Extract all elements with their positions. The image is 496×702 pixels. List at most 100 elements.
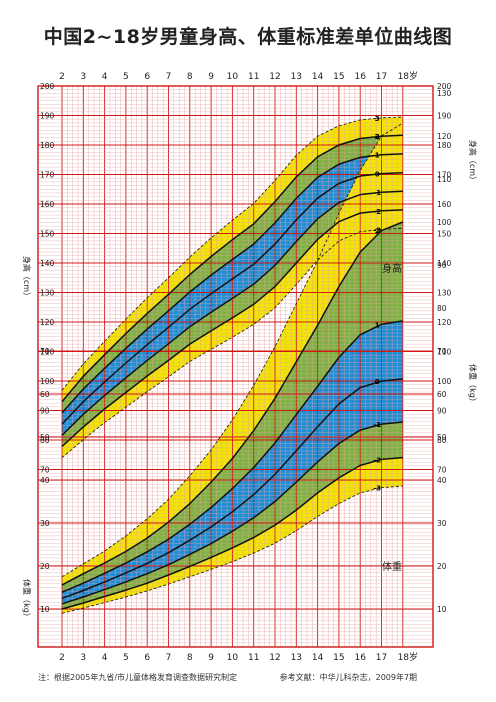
footnote-note: 注：根据2005年九省/市儿童体格发育调查数据研究制定	[38, 673, 238, 682]
weight-curve-sd--1	[61, 421, 403, 605]
age-tick-top: 16	[354, 72, 366, 82]
height-tick-left: 160	[40, 200, 55, 209]
height-tick-right: 200	[437, 82, 452, 91]
height-tick-right: 170	[437, 171, 452, 180]
weight-tick-left: 50	[40, 433, 50, 442]
age-tick-top: 11	[248, 72, 259, 82]
height-tick-left: 180	[40, 141, 55, 150]
weight-tick-right: 60	[437, 390, 447, 399]
age-tick-bottom: 12	[269, 653, 280, 663]
height-tick-right: 140	[437, 259, 452, 268]
height-curves-label: 身高	[382, 262, 402, 275]
age-tick-bottom: 16	[354, 653, 366, 663]
chart-title: 中国2~18岁男童身高、体重标准差单位曲线图	[43, 26, 453, 48]
weight-sd-label: 1	[375, 321, 380, 329]
weight-tick-right: 120	[437, 132, 452, 141]
height-tick-right: 130	[437, 289, 452, 298]
weight-sd-label: -3	[373, 485, 381, 493]
weight-tick-right: 70	[437, 347, 447, 356]
age-tick-bottom: 10	[227, 653, 239, 663]
weight-curve-sd--3	[61, 485, 403, 614]
weight-tick-left: 70	[40, 347, 50, 356]
axis-labels: 2233445566778899101011111212131314141515…	[22, 70, 478, 663]
weight-tick-right: 30	[437, 519, 447, 528]
age-tick-top: 14	[312, 72, 324, 82]
age-tick-top: 13	[291, 72, 302, 82]
weight-tick-left: 20	[40, 562, 50, 571]
height-curve-sd--2	[61, 209, 403, 448]
height-tick-left: 100	[40, 377, 55, 386]
age-tick-top: 15	[333, 72, 344, 82]
height-tick-right: 90	[437, 407, 447, 416]
age-tick-bottom: 8	[187, 653, 193, 663]
weight-curve-sd--2	[61, 456, 403, 610]
weight-tick-right: 100	[437, 218, 452, 227]
height-tick-right: 120	[437, 318, 452, 327]
height-tick-right: 160	[437, 200, 452, 209]
footnote: 注：根据2005年九省/市儿童体格发育调查数据研究制定 参考文献：中华儿科杂志，…	[38, 672, 417, 683]
chart-grid	[37, 85, 434, 648]
age-tick-top: 10	[227, 72, 239, 82]
height-tick-right: 100	[437, 377, 452, 386]
age-tick-bottom: 18岁	[398, 651, 418, 663]
age-tick-top: 6	[144, 72, 150, 82]
age-tick-bottom: 5	[123, 653, 129, 663]
age-tick-top: 17	[376, 72, 387, 82]
age-tick-top: 12	[269, 72, 280, 82]
weight-sd-label: 0	[375, 378, 380, 386]
height-tick-right: 180	[437, 141, 452, 150]
weight-sd-label: -1	[373, 421, 381, 429]
weight-tick-right: 80	[437, 304, 447, 313]
age-tick-top: 8	[187, 72, 193, 82]
weight-band-0	[62, 123, 403, 585]
weight-tick-right: 90	[437, 261, 447, 270]
weight-tick-left: 40	[40, 476, 50, 485]
height-sd-label: 3	[375, 115, 380, 123]
age-tick-bottom: 11	[248, 653, 259, 663]
weight-tick-left: 30	[40, 519, 50, 528]
height-sd-label: 2	[375, 133, 380, 141]
age-tick-bottom: 2	[59, 653, 65, 663]
weight-tick-right: 50	[437, 433, 447, 442]
height-tick-left: 120	[40, 318, 55, 327]
height-tick-left: 190	[40, 112, 55, 121]
height-tick-right: 70	[437, 466, 447, 475]
height-tick-left: 130	[40, 289, 55, 298]
height-tick-left: 150	[40, 230, 55, 239]
height-sd-label: -1	[373, 189, 381, 197]
right-weight-axis-label: 体重（kg）	[468, 364, 478, 406]
age-tick-bottom: 17	[376, 653, 387, 663]
age-tick-top: 5	[123, 72, 129, 82]
weight-curve-sd-3	[61, 122, 404, 578]
left-height-axis-label: 身高（cm）	[22, 256, 32, 300]
weight-curve-sd-1	[61, 320, 403, 593]
height-tick-left: 70	[40, 466, 50, 475]
age-tick-bottom: 6	[144, 653, 150, 663]
height-tick-right: 150	[437, 230, 452, 239]
weight-tick-left: 60	[40, 390, 50, 399]
age-tick-bottom: 9	[208, 653, 214, 663]
weight-sd-label: -2	[373, 456, 381, 464]
height-tick-right: 190	[437, 112, 452, 121]
age-tick-bottom: 14	[312, 653, 324, 663]
weight-tick-right: 20	[437, 562, 447, 571]
age-tick-bottom: 3	[80, 653, 86, 663]
height-sd-label: 1	[375, 152, 380, 160]
height-sd-label: -2	[373, 208, 381, 216]
weight-sd-label: 3	[375, 133, 380, 141]
age-tick-top: 18岁	[398, 70, 418, 82]
age-tick-bottom: 15	[333, 653, 344, 663]
right-height-axis-label: 身高（cm）	[468, 140, 478, 184]
age-tick-top: 7	[166, 72, 172, 82]
height-tick-left: 140	[40, 259, 55, 268]
height-tick-right: 80	[437, 436, 447, 445]
weight-curve-sd-2	[61, 221, 404, 586]
age-tick-top: 4	[102, 72, 108, 82]
weight-sd-label: 2	[375, 228, 380, 236]
age-tick-top: 3	[80, 72, 86, 82]
weight-tick-right: 40	[437, 476, 447, 485]
age-tick-bottom: 4	[102, 653, 108, 663]
height-sd-label: -3	[373, 226, 381, 234]
